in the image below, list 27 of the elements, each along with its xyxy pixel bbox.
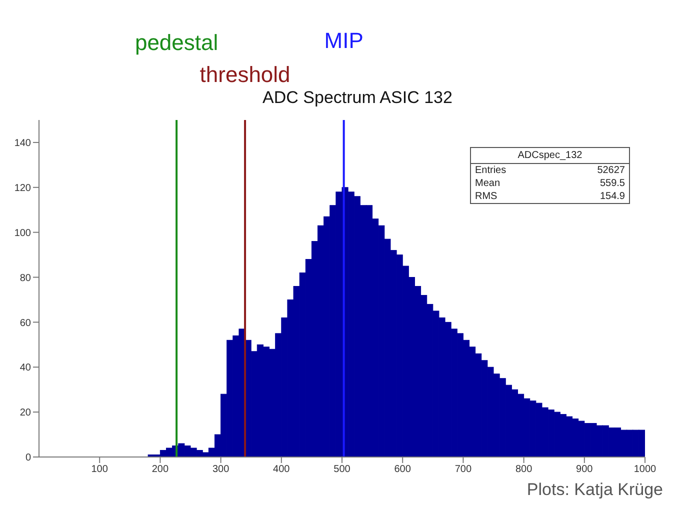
y-tick-label: 140 — [14, 138, 32, 150]
text: Mean 559.5 — [475, 178, 625, 189]
y-tick-label: 60 — [20, 318, 32, 329]
y-tick-label: 100 — [14, 228, 32, 239]
x-tick-label: 300 — [212, 464, 230, 476]
x-tick-label: 700 — [454, 464, 472, 476]
x-tick-label: 900 — [576, 464, 594, 476]
x-tick-label: 600 — [394, 464, 412, 476]
y-tick-label: 80 — [20, 272, 32, 284]
annotation: ADCspec_132 — [471, 148, 629, 164]
text: Entries 52627 — [475, 165, 625, 176]
y-tick-label: 40 — [20, 362, 32, 374]
ref-line-label: MIP — [324, 28, 364, 53]
ref-line-label: threshold — [200, 62, 290, 87]
y-tick-label: 20 — [20, 408, 32, 419]
x-tick-label: 200 — [152, 464, 169, 476]
y-tick-label: 0 — [25, 452, 32, 464]
y-tick-label: 120 — [14, 182, 32, 194]
x-tick-label: 400 — [273, 464, 290, 476]
chart-title: ADC Spectrum ASIC 132 — [262, 88, 454, 108]
text: RMS 154.9 — [475, 191, 625, 202]
ref-line-label: pedestal — [134, 30, 218, 55]
x-tick-label: 800 — [515, 464, 533, 476]
x-tick-label: 1000 — [634, 464, 657, 476]
x-tick-label: 100 — [91, 464, 108, 476]
text: Plots: Katja Krüge — [526, 480, 663, 500]
x-tick-label: 500 — [334, 464, 351, 476]
